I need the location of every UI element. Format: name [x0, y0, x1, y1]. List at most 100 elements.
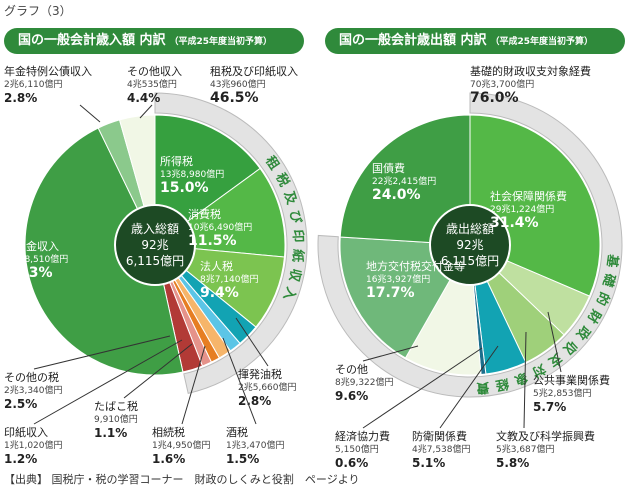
revenue-label-pct-1: 11.5% — [188, 233, 237, 249]
revenue-label-amount-2: 8兆7,140億円 — [200, 273, 259, 285]
expenditure-label-amount-7: 22兆2,415億円 — [372, 175, 436, 187]
revenue-label-name-3: 揮発油税 — [238, 367, 282, 381]
expenditure-label-pct-7: 24.0% — [372, 187, 421, 203]
expenditure-label-amount-group: 70兆3,700億円 — [470, 78, 534, 90]
expenditure-label-name-7: 国債費 — [372, 161, 405, 175]
expenditure-label-amount-2: 5兆3,687億円 — [496, 443, 555, 455]
revenue-label-pct-3: 2.8% — [238, 394, 271, 408]
revenue-label-name-4: 酒税 — [226, 425, 248, 439]
expenditure-label-amount-1: 5兆2,853億円 — [533, 387, 592, 399]
expenditure-label-pct-2: 5.8% — [496, 456, 529, 470]
revenue-label-amount-4: 1兆3,470億円 — [226, 439, 285, 451]
source-note: 【出典】 国税庁・税の学習コーナー 財政のしくみと役割 ページより — [4, 473, 360, 486]
expenditure-label-name-1: 公共事業関係費 — [533, 373, 610, 387]
expenditure-leader-1 — [547, 311, 562, 373]
revenue-label-name-0: 所得税 — [160, 154, 193, 168]
revenue-label-amount-3: 2兆5,660億円 — [238, 381, 297, 393]
revenue-leader-4 — [222, 337, 257, 425]
expenditure-center-line2: 92兆 — [456, 238, 483, 252]
revenue-leader-11 — [139, 104, 153, 119]
expenditure-label-amount-6: 16兆3,927億円 — [366, 273, 430, 285]
expenditure-title: 国の一般会計歳出額 内訳 — [339, 33, 487, 48]
expenditure-label-name-group: 基礎的財政収支対象経費 — [470, 64, 591, 78]
expenditure-label-pct-1: 5.7% — [533, 400, 566, 414]
revenue-slice-9 — [24, 127, 184, 376]
revenue-title: 国の一般会計歳入額 内訳 — [18, 33, 166, 48]
revenue-label-amount-10: 2兆6,110億円 — [4, 78, 63, 90]
revenue-label-pct-group: 46.5% — [210, 90, 259, 106]
revenue-label-amount-1: 10兆6,490億円 — [188, 221, 252, 233]
revenue-label-name-8: その他の税 — [4, 370, 59, 384]
expenditure-center-line3: 6,115億円 — [441, 254, 499, 268]
revenue-leader-3 — [235, 317, 269, 367]
expenditure-label-pct-5: 9.6% — [335, 389, 368, 403]
revenue-label-amount-8: 2兆3,340億円 — [4, 384, 63, 396]
expenditure-label-amount-4: 5,150億円 — [335, 443, 379, 455]
revenue-center-line1: 歳入総額 — [131, 222, 179, 236]
revenue-label-amount-9: 42兆8,510億円 — [4, 253, 68, 265]
revenue-label-pct-5: 1.6% — [152, 452, 185, 466]
revenue-label-name-1: 消費税 — [188, 207, 221, 221]
revenue-label-amount-5: 1兆4,950億円 — [152, 439, 211, 451]
revenue-label-pct-2: 9.4% — [200, 285, 239, 301]
expenditure-label-pct-6: 17.7% — [366, 285, 415, 301]
expenditure-label-name-5: その他 — [335, 363, 368, 376]
revenue-label-name-7: 印紙収入 — [4, 425, 48, 439]
revenue-leader-7 — [33, 339, 183, 425]
expenditure-label-name-3: 防衛関係費 — [412, 429, 467, 443]
revenue-center-line3: 6,115億円 — [126, 254, 184, 268]
revenue-header: 国の一般会計歳入額 内訳 （平成25年度当初予算） — [4, 28, 304, 54]
revenue-label-amount-7: 1兆1,020億円 — [4, 439, 63, 451]
revenue-leader-5 — [181, 345, 206, 425]
revenue-center-disc — [114, 204, 196, 286]
revenue-label-amount-6: 9,910億円 — [94, 413, 138, 425]
revenue-label-name-2: 法人税 — [200, 259, 233, 273]
revenue-label-name-11: その他収入 — [127, 65, 182, 78]
expenditure-label-pct-4: 0.6% — [335, 456, 368, 470]
expenditure-label-name-4: 経済協力費 — [335, 429, 390, 443]
revenue-label-pct-10: 2.8% — [4, 91, 37, 105]
expenditure-leader-5 — [362, 345, 419, 362]
revenue-group-ring — [154, 92, 308, 394]
expenditure-label-amount-5: 8兆9,322億円 — [335, 376, 394, 388]
revenue-label-pct-0: 15.0% — [160, 180, 209, 196]
expenditure-label-name-0: 社会保障関係費 — [490, 189, 567, 203]
expenditure-center-disc — [429, 204, 511, 286]
revenue-label-pct-8: 2.5% — [4, 397, 37, 411]
revenue-center-line2: 92兆 — [141, 238, 168, 252]
expenditure-subtitle: （平成25年度当初予算） — [490, 37, 594, 47]
revenue-subtitle: （平成25年度当初予算） — [169, 37, 273, 47]
revenue-label-name-6: たばこ税 — [94, 399, 138, 413]
revenue-leader-10 — [79, 104, 101, 123]
revenue-leader-6 — [123, 343, 193, 399]
expenditure-slice-7 — [339, 114, 471, 246]
expenditure-label-amount-0: 29兆1,224億円 — [490, 203, 554, 215]
revenue-label-pct-7: 1.2% — [4, 452, 37, 466]
expenditure-group-ring — [317, 92, 623, 398]
page-title: グラフ（3） — [4, 4, 72, 18]
revenue-label-amount-11: 4兆535億円 — [127, 78, 177, 90]
revenue-leader-8 — [33, 335, 171, 370]
revenue-label-name-9: 公債金収入 — [4, 239, 59, 253]
revenue-slice-0 — [154, 114, 261, 246]
revenue-label-name-5: 相続税 — [152, 425, 185, 439]
revenue-label-name-10: 年金特例公債収入 — [4, 64, 92, 78]
expenditure-leader-3 — [439, 345, 499, 429]
expenditure-label-name-2: 文教及び科学振興費 — [496, 429, 595, 443]
revenue-label-pct-9: 46.3% — [4, 265, 53, 281]
expenditure-label-name-6: 地方交付税交付金等 — [366, 259, 465, 273]
expenditure-header: 国の一般会計歳出額 内訳 （平成25年度当初予算） — [325, 28, 625, 54]
expenditure-label-pct-3: 5.1% — [412, 456, 445, 470]
revenue-label-pct-11: 4.4% — [127, 91, 160, 105]
expenditure-leader-2 — [523, 331, 527, 429]
revenue-label-name-group: 租税及び印紙収入 — [210, 64, 298, 78]
expenditure-center-line1: 歳出総額 — [446, 222, 494, 236]
revenue-label-amount-group: 43兆960億円 — [210, 78, 266, 90]
expenditure-label-pct-group: 76.0% — [470, 90, 519, 106]
expenditure-leader-4 — [362, 347, 483, 429]
expenditure-label-pct-0: 31.4% — [490, 215, 539, 231]
revenue-label-pct-4: 1.5% — [226, 452, 259, 466]
revenue-label-pct-6: 1.1% — [94, 426, 127, 440]
revenue-label-amount-0: 13兆8,980億円 — [160, 168, 224, 180]
